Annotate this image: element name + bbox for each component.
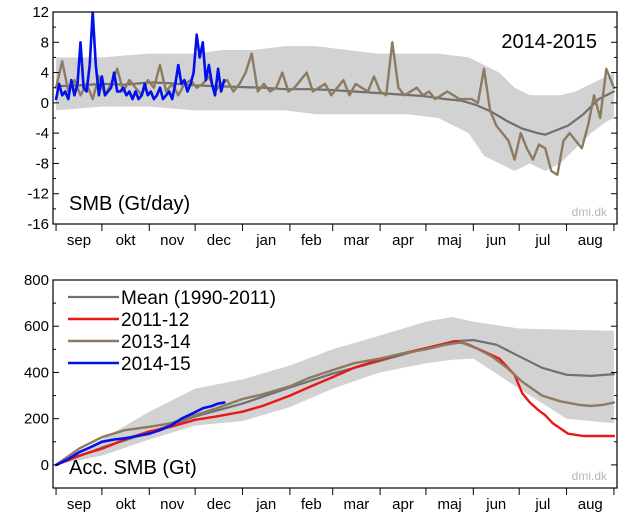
x-tick-label-nov: nov xyxy=(160,496,185,513)
y-tick-label: -16 xyxy=(27,216,49,233)
x-tick-label-maj: maj xyxy=(438,496,462,513)
x-tick-label-feb: feb xyxy=(301,496,322,513)
x-tick-label-mar: mar xyxy=(343,496,369,513)
y-tick-label: 8 xyxy=(41,34,49,51)
legend-label-2014-15: 2014-15 xyxy=(121,354,191,375)
plot-area xyxy=(54,12,616,176)
y-tick-label: -4 xyxy=(36,125,49,142)
x-tick-label-jan: jan xyxy=(255,496,276,513)
x-tick-label-apr: apr xyxy=(392,496,414,513)
daily-smb-panel: -16 -12 -8 -4 0 4 8 12 sep okt nov dec jan feb mar apr m… xyxy=(27,4,618,249)
x-tick-label-mar: mar xyxy=(343,232,369,249)
y-tick-label: 12 xyxy=(32,4,49,21)
x-tick-label-maj: maj xyxy=(438,232,462,249)
y-tick-label: 600 xyxy=(24,318,49,335)
y-tick-label: 4 xyxy=(41,65,49,82)
x-tick-label-dec: dec xyxy=(207,496,232,513)
series-line-2014-15 xyxy=(54,401,226,467)
legend-label-2013-14: 2013-14 xyxy=(121,332,191,353)
plot-frame xyxy=(52,279,618,489)
y-tick-label: 0 xyxy=(41,457,49,474)
series-line-1 xyxy=(54,41,616,176)
y-tick-label: -8 xyxy=(36,155,49,172)
season-label: 2014-2015 xyxy=(501,31,597,53)
x-tick-label-sep: sep xyxy=(67,232,91,249)
series-line-2 xyxy=(54,12,226,101)
panel-label: Acc. SMB (Gt) xyxy=(69,457,197,479)
series-line-2013-14 xyxy=(54,341,616,467)
series-line-0 xyxy=(55,81,615,136)
x-tick-label-jul: jul xyxy=(534,232,550,249)
legend-label-mean-1990-2011: Mean (1990-2011) xyxy=(121,288,276,309)
x-tick-label-nov: nov xyxy=(160,232,185,249)
x-tick-label-feb: feb xyxy=(301,232,322,249)
x-tick-label-jan: jan xyxy=(255,232,276,249)
credit-label: dmi.dk xyxy=(572,205,608,219)
plot-area xyxy=(54,317,616,467)
x-tick-label-aug: aug xyxy=(578,496,603,513)
x-tick-label-okt: okt xyxy=(116,232,137,249)
x-tick-label-aug: aug xyxy=(578,232,603,249)
y-tick-label: 0 xyxy=(41,95,49,112)
y-tick-label: -12 xyxy=(27,186,49,203)
y-tick-label: 800 xyxy=(24,272,49,289)
range-band xyxy=(56,317,614,465)
x-tick-label-jul: jul xyxy=(534,496,550,513)
range-band xyxy=(56,46,614,171)
y-tick-label: 200 xyxy=(24,411,49,428)
x-tick-label-sep: sep xyxy=(67,496,91,513)
accumulated-smb-panel: 0 200 400 600 800 sep okt nov dec jan feb mar apr maj… xyxy=(24,272,618,513)
y-tick-label: 400 xyxy=(24,364,49,381)
x-tick-label-dec: dec xyxy=(207,232,232,249)
x-tick-label-okt: okt xyxy=(116,496,137,513)
x-tick-label-jun: jun xyxy=(485,496,506,513)
legend-label-2011-12: 2011-12 xyxy=(121,310,189,331)
credit-label: dmi.dk xyxy=(572,469,608,483)
x-tick-label-apr: apr xyxy=(392,232,414,249)
panel-label: SMB (Gt/day) xyxy=(69,193,190,215)
x-tick-label-jun: jun xyxy=(485,232,506,249)
